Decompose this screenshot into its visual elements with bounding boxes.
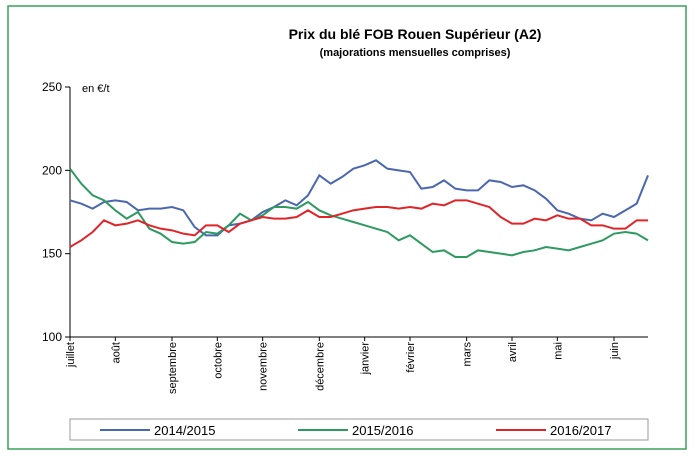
x-tick-label: janvier	[360, 342, 372, 376]
x-tick-label: juin	[609, 342, 621, 360]
x-tick-label: juillet	[65, 342, 77, 368]
x-tick-label: octobre	[212, 342, 224, 379]
series-line	[69, 168, 649, 258]
legend-label: 2014/2015	[154, 423, 215, 438]
y-tick-label: 200	[42, 163, 62, 177]
y-tick-label: 150	[42, 247, 62, 261]
legend-label: 2016/2017	[550, 423, 611, 438]
x-tick-label: mai	[552, 342, 564, 360]
y-tick-label: 250	[42, 80, 62, 94]
x-tick-label: mars	[462, 342, 474, 367]
x-tick-label: septembre	[167, 342, 179, 394]
series-line	[69, 159, 649, 237]
y-tick-label: 100	[42, 330, 62, 344]
x-tick-label: février	[405, 342, 417, 373]
x-tick-label: août	[110, 342, 122, 363]
series-line	[69, 199, 648, 248]
x-tick-label: décembre	[314, 342, 326, 391]
unit-label: en €/t	[82, 83, 110, 95]
legend-box	[69, 418, 649, 441]
x-tick-label: novembre	[258, 342, 270, 391]
x-tick-label: avril	[507, 342, 519, 362]
legend-label: 2015/2016	[352, 423, 413, 438]
chart-title: Prix du blé FOB Rouen Supérieur (A2)	[289, 26, 542, 42]
frame	[7, 5, 687, 450]
chart-subtitle: (majorations mensuelles comprises)	[320, 47, 511, 59]
